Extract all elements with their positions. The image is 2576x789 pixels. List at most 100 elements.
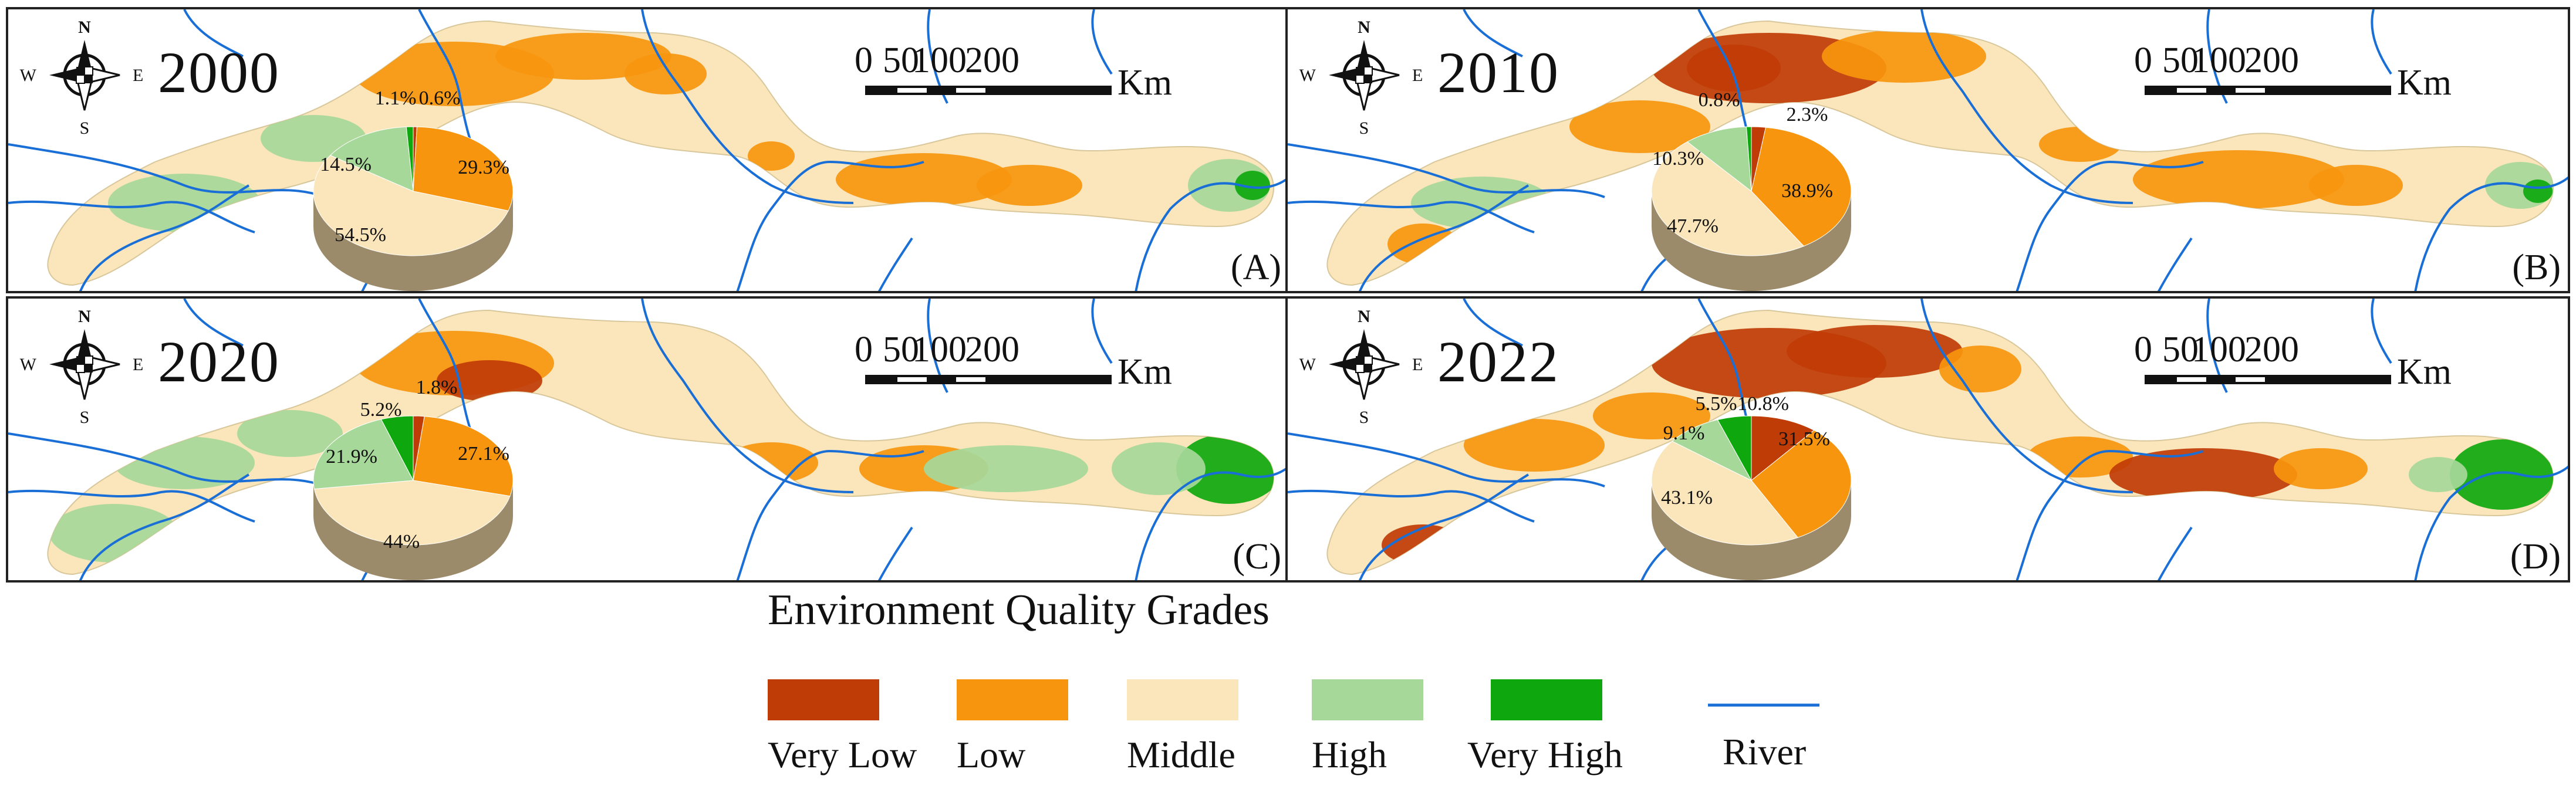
river-line [79, 473, 250, 580]
compass-e-label: E [133, 355, 143, 374]
grade-patch-very-low [2109, 448, 2297, 501]
compass-s-label: S [80, 408, 90, 427]
pie-label-very-high: 5.2% [360, 399, 402, 421]
grade-patch-low [2133, 150, 2344, 209]
scale-tick-label: 200 [965, 330, 1019, 370]
river-line [79, 184, 250, 291]
pie-label-very-low: 1.8% [416, 377, 458, 398]
grade-patch-high [2409, 457, 2467, 492]
scale-unit: Km [2397, 352, 2452, 392]
scale-tick-label: 0 [2134, 40, 2152, 80]
compass-icon: N S E W [1299, 18, 1423, 138]
legend-label-low: Low [957, 734, 1026, 776]
scale-tick-label: 50 [883, 330, 919, 370]
compass-w-label: W [20, 355, 37, 374]
legend-river-line [1708, 703, 1819, 707]
pie-label-middle: 44% [383, 531, 420, 553]
map-panel-2000: N S E W 2000 (A) 0 50 100 200 Km 0.6% 29.3% 54.5% 14.5… [6, 7, 1291, 293]
legend-label-middle: Middle [1127, 734, 1235, 776]
compass-e-label: E [1412, 355, 1423, 374]
pie-slice-low [413, 416, 514, 497]
compass-w-label: W [20, 66, 37, 85]
map-panel-2022: N S E W 2022 (D) 0 50 100 200 Km 10.8% 31.5% 43.1% 9.1… [1285, 296, 2570, 583]
scale-tick-label: 200 [965, 40, 1019, 80]
grade-patch-high [1411, 177, 1552, 229]
pie-slice-very-low [1751, 415, 1815, 482]
river-line [2158, 237, 2193, 291]
map-panel-2020: N S E W 2020 (C) 0 50 100 200 Km 1.8% 27.1% 44% 21.9% 5… [6, 296, 1291, 583]
scale-tick-label: 50 [883, 40, 919, 80]
compass-e-label: E [1412, 66, 1423, 85]
compass-e-label: E [133, 66, 143, 85]
map-canvas: N S E W [1288, 9, 2568, 291]
river-line [183, 9, 244, 57]
pie-label-high: 9.1% [1663, 422, 1705, 444]
scale-unit: Km [1117, 352, 1172, 392]
grade-patch-low [624, 53, 707, 94]
grade-patch-low [2039, 127, 2121, 162]
river-line [2414, 176, 2568, 291]
river-line [1463, 9, 1523, 57]
pie-label-high: 10.3% [1652, 148, 1704, 170]
panel-label: (D) [2510, 537, 2561, 577]
grade-patch-low [1939, 346, 2021, 392]
scale-tick-label: 0 [855, 330, 873, 370]
river-line [641, 299, 854, 493]
river-line [2371, 299, 2392, 364]
pie-slice-very-high [406, 126, 414, 192]
pie-label-low: 31.5% [1778, 428, 1830, 450]
river-line [2371, 9, 2392, 75]
pie-label-high: 14.5% [320, 154, 372, 175]
pie-slice-very-high [380, 415, 414, 481]
legend-label-very-high: Very High [1467, 734, 1623, 776]
compass-s-label: S [1359, 408, 1369, 427]
compass-n-label: N [78, 18, 91, 37]
pie-label-low: 38.9% [1781, 180, 1833, 202]
pie-side [1652, 480, 1851, 580]
legend-swatch-high [1312, 679, 1423, 720]
pie-side [1652, 191, 1851, 291]
scale-tick-label: 100 [912, 40, 967, 80]
grade-patch-very-low [1787, 325, 1963, 378]
river-line [1288, 200, 1535, 233]
compass-s-label: S [1359, 118, 1369, 138]
pie-slice-middle [313, 480, 511, 546]
compass-w-label: W [1299, 66, 1316, 85]
pie-label-middle: 54.5% [335, 224, 386, 246]
grade-patch-high [49, 504, 178, 563]
scale-tick-label: 100 [912, 330, 967, 370]
pie-slice-low [413, 126, 514, 211]
river-line [1091, 299, 1113, 364]
scale-tick-label: 200 [2244, 40, 2299, 80]
pie-label-middle: 47.7% [1667, 215, 1719, 237]
river-line [1288, 143, 1605, 198]
scale-tick-label: 0 [2134, 330, 2152, 370]
grade-patch-high [237, 410, 343, 457]
compass-n-label: N [1358, 18, 1370, 37]
legend-swatch-low [957, 679, 1068, 720]
panel-year: 2010 [1437, 40, 1559, 105]
river-line [2414, 465, 2568, 580]
pie-slice-very-high [1746, 126, 1752, 192]
river-line [1463, 299, 1523, 347]
compass-icon: N S E W [1299, 307, 1423, 427]
legend-swatch-middle [1127, 679, 1238, 720]
grade-patch-very-low [437, 360, 542, 401]
river-line [8, 432, 326, 487]
river-line [878, 526, 913, 580]
pie-label-very-high: 5.5% [1695, 393, 1737, 415]
pie-label-very-low: 10.8% [1737, 393, 1789, 415]
legend-swatch-very-low [768, 679, 879, 720]
pie-slice-middle [1651, 441, 1798, 546]
scale-tick-label: 50 [2162, 330, 2199, 370]
compass-icon: N S E W [20, 18, 144, 138]
pie-label-low: 29.3% [458, 157, 509, 178]
pie-label-low: 27.1% [458, 443, 509, 465]
legend-title: Environment Quality Grades [768, 586, 1270, 634]
scale-unit: Km [1117, 63, 1172, 103]
river-line [2015, 160, 2204, 291]
scale-unit: Km [2397, 63, 2452, 103]
compass-n-label: N [1358, 307, 1370, 326]
pie-chart [313, 126, 514, 291]
grade-patch-very-high [1176, 434, 1274, 504]
